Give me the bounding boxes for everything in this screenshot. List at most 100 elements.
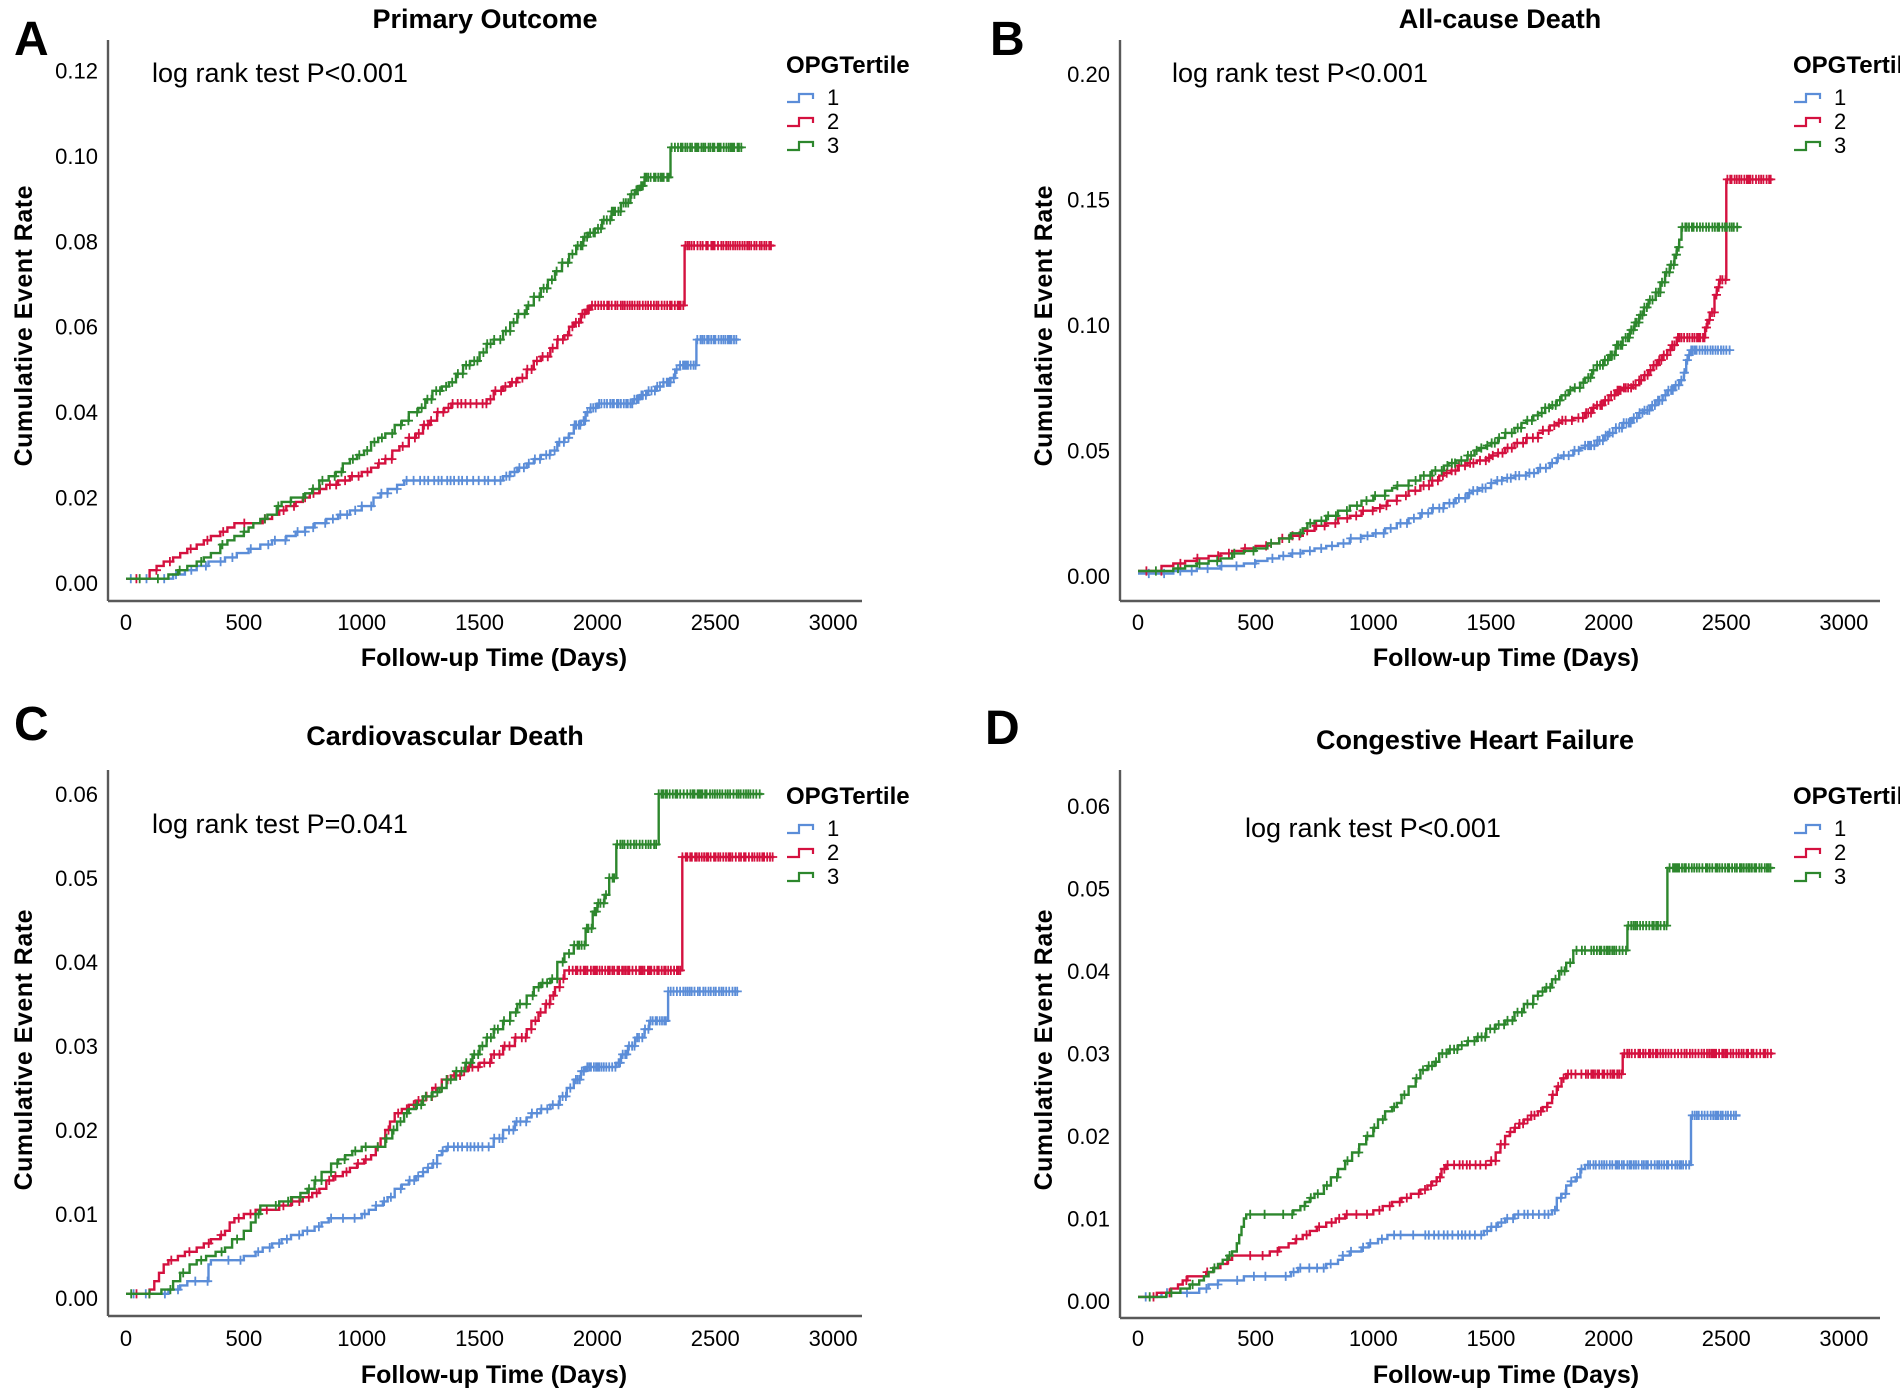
log-rank-annotation: log rank test P=0.041 — [152, 809, 408, 839]
step-line-icon — [1794, 116, 1822, 128]
panel-congestive-heart-failure: 0.00 0.01 0.02 0.03 0.04 0.05 0.06 0 500 1000 1500… — [950, 697, 1900, 1393]
svg-text:0.00: 0.00 — [1067, 564, 1110, 589]
panel-all-cause-death: 0.00 0.05 0.10 0.15 0.20 0 500 1000 1500 2000 2500… — [950, 0, 1900, 697]
panel-letter: A — [14, 13, 49, 66]
censor-marks-tertile-3 — [135, 142, 746, 584]
km-plot-primary-outcome: 0.00 0.02 0.04 0.06 0.08 0.10 0.12 0 500 1000 1500… — [55, 40, 862, 635]
step-line-icon — [787, 140, 815, 152]
km-curve-tertile-3 — [1138, 225, 1741, 573]
km-plot-cardiovascular-death: 0.00 0.01 0.02 0.03 0.04 0.05 0.06 0 500 1000 1500… — [55, 770, 862, 1351]
svg-text:1000: 1000 — [1349, 1326, 1398, 1351]
svg-text:0.06: 0.06 — [55, 782, 98, 807]
panel-letter: B — [990, 13, 1025, 66]
svg-text:0.01: 0.01 — [55, 1202, 98, 1227]
panel-cardiovascular-death: 0.00 0.01 0.02 0.03 0.04 0.05 0.06 0 500 1000 1500… — [0, 697, 950, 1393]
svg-text:0.10: 0.10 — [55, 144, 98, 169]
svg-text:3000: 3000 — [809, 610, 858, 635]
svg-text:0.04: 0.04 — [1067, 959, 1110, 984]
censor-marks-tertile-2 — [1148, 1048, 1776, 1302]
censor-marks-tertile-3 — [126, 789, 765, 1299]
svg-text:3000: 3000 — [1819, 610, 1868, 635]
censor-marks-tertile-3 — [1145, 863, 1776, 1302]
legend-item-tertile-2: 2 — [1793, 842, 1900, 864]
panel-title: Congestive Heart Failure — [1315, 725, 1635, 755]
svg-text:0: 0 — [120, 610, 132, 635]
svg-text:1500: 1500 — [1466, 610, 1515, 635]
censor-marks-tertile-1 — [126, 335, 741, 584]
legend-title: OPGTertile — [786, 52, 910, 79]
step-line-icon — [787, 871, 815, 883]
svg-text:0.06: 0.06 — [55, 315, 98, 340]
step-line-icon — [1794, 871, 1822, 883]
km-curve-tertile-1 — [1138, 1114, 1741, 1299]
km-curve-tertile-1 — [126, 338, 739, 580]
svg-text:0.02: 0.02 — [1067, 1124, 1110, 1149]
step-line-icon — [1794, 847, 1822, 859]
svg-text:500: 500 — [225, 1326, 262, 1351]
panel-primary-outcome: 0.00 0.02 0.04 0.06 0.08 0.10 0.12 0 500 1000 1500… — [0, 0, 950, 697]
svg-text:0.05: 0.05 — [55, 866, 98, 891]
svg-text:1000: 1000 — [337, 610, 386, 635]
legend-title: OPGTertile — [1793, 52, 1900, 79]
step-line-icon — [787, 823, 815, 835]
panel-letter: C — [14, 698, 49, 751]
x-axis-title: Follow-up Time (Days) — [360, 644, 628, 672]
svg-text:0: 0 — [1132, 610, 1144, 635]
step-line-icon — [1794, 823, 1822, 835]
km-curve-tertile-2 — [1138, 178, 1774, 573]
svg-text:0.15: 0.15 — [1067, 188, 1110, 213]
svg-text:1000: 1000 — [337, 1326, 386, 1351]
legend-item-tertile-1: 1 — [786, 818, 910, 840]
svg-text:0.01: 0.01 — [1067, 1207, 1110, 1232]
svg-text:1500: 1500 — [455, 610, 504, 635]
log-rank-annotation: log rank test P<0.001 — [1172, 58, 1428, 88]
legend-item-tertile-1: 1 — [786, 87, 910, 109]
panel-title: Primary Outcome — [372, 4, 598, 34]
censor-marks-tertile-2 — [1141, 174, 1776, 576]
legend: OPGTertile 1 2 3 — [1793, 783, 1900, 890]
svg-text:2500: 2500 — [691, 610, 740, 635]
step-line-icon — [787, 847, 815, 859]
legend-item-tertile-3: 3 — [1793, 866, 1900, 888]
svg-text:0.08: 0.08 — [55, 229, 98, 254]
y-axis-title: Cumulative Event Rate — [10, 909, 38, 1191]
legend: OPGTertile 1 2 3 — [1793, 52, 1900, 159]
svg-text:2500: 2500 — [1702, 1326, 1751, 1351]
x-axis-title: Follow-up Time (Days) — [1372, 644, 1640, 672]
legend-item-tertile-2: 2 — [786, 111, 910, 133]
legend-item-tertile-3: 3 — [786, 866, 910, 888]
legend-item-tertile-3: 3 — [1793, 135, 1900, 157]
svg-text:0.06: 0.06 — [1067, 794, 1110, 819]
svg-text:2500: 2500 — [1702, 610, 1751, 635]
svg-text:0.04: 0.04 — [55, 950, 98, 975]
svg-text:0: 0 — [120, 1326, 132, 1351]
log-rank-annotation: log rank test P<0.001 — [152, 58, 408, 88]
svg-text:0.03: 0.03 — [55, 1034, 98, 1059]
panel-letter: D — [985, 702, 1020, 755]
censor-marks-tertile-3 — [1151, 222, 1742, 576]
svg-text:0.03: 0.03 — [1067, 1042, 1110, 1067]
svg-text:0.00: 0.00 — [55, 571, 98, 596]
svg-text:0.00: 0.00 — [1067, 1289, 1110, 1314]
svg-text:2000: 2000 — [573, 610, 622, 635]
svg-text:1500: 1500 — [455, 1326, 504, 1351]
censor-marks-tertile-1 — [1144, 345, 1735, 579]
svg-text:0.10: 0.10 — [1067, 313, 1110, 338]
step-line-icon — [787, 116, 815, 128]
svg-text:2000: 2000 — [1584, 1326, 1633, 1351]
log-rank-annotation: log rank test P<0.001 — [1245, 813, 1501, 843]
svg-text:0: 0 — [1132, 1326, 1144, 1351]
x-axis-title: Follow-up Time (Days) — [1372, 1361, 1640, 1389]
svg-text:500: 500 — [225, 610, 262, 635]
svg-text:0.05: 0.05 — [1067, 439, 1110, 464]
svg-text:0.02: 0.02 — [55, 486, 98, 511]
svg-text:500: 500 — [1237, 1326, 1274, 1351]
step-line-icon — [1794, 92, 1822, 104]
km-curve-tertile-2 — [1138, 1052, 1774, 1299]
km-curve-tertile-3 — [126, 146, 744, 580]
legend-title: OPGTertile — [786, 783, 910, 810]
legend-item-tertile-2: 2 — [1793, 111, 1900, 133]
svg-text:0.05: 0.05 — [1067, 877, 1110, 902]
svg-text:2000: 2000 — [573, 1326, 622, 1351]
